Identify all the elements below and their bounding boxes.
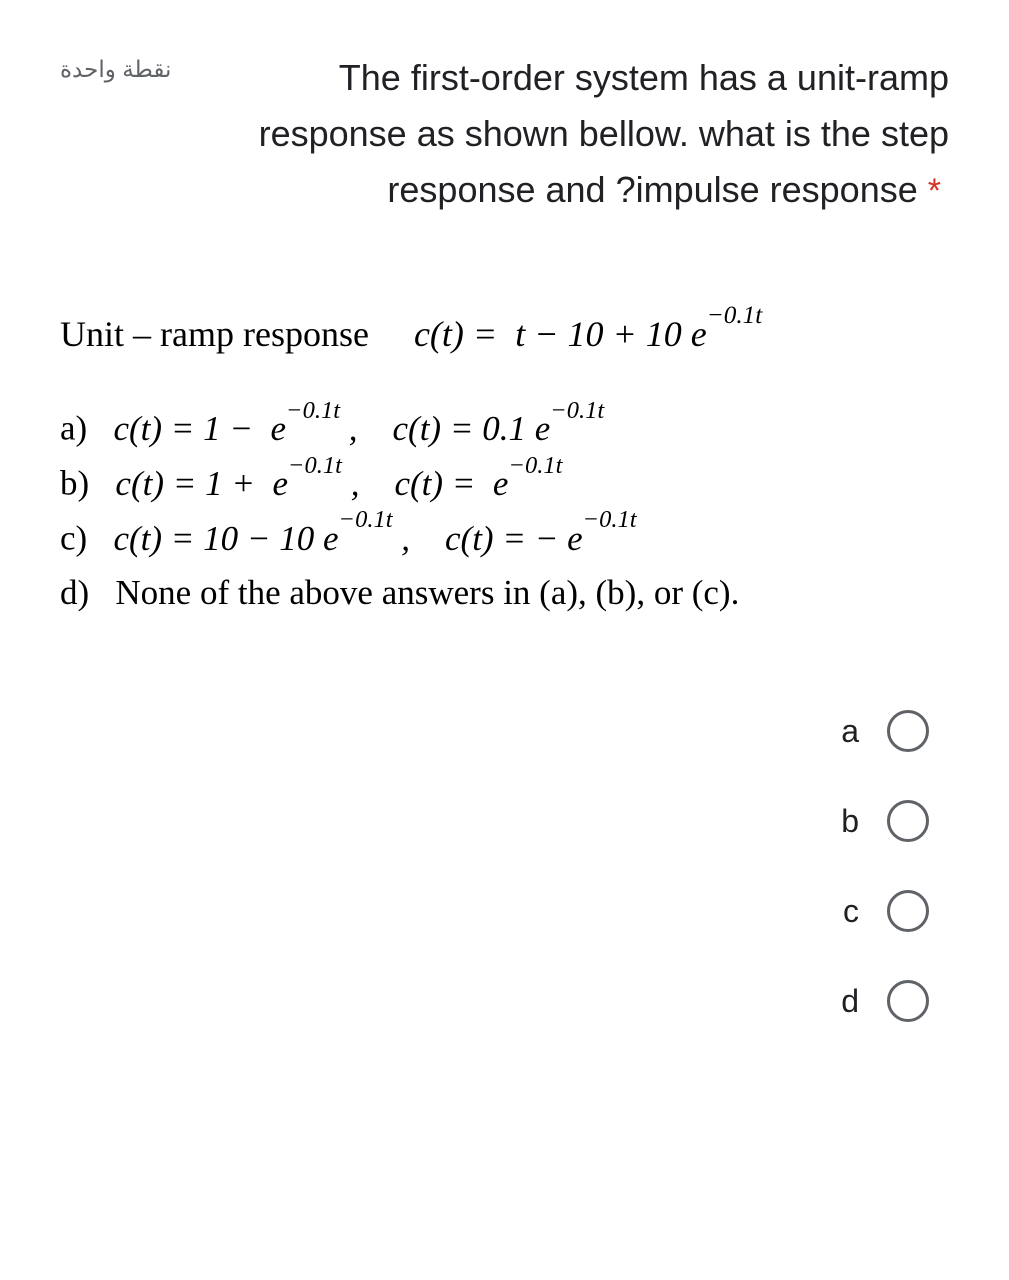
option-letter: d) <box>60 573 89 612</box>
radio-option-d[interactable]: d <box>841 980 929 1022</box>
option-letter: b) <box>60 464 89 503</box>
option-equation: c(t) = 1 + e−0.1t , c(t) = e−0.1t <box>115 464 562 503</box>
radio-circle-icon <box>887 890 929 932</box>
question-header: نقطة واحدة The first-order system has a … <box>60 50 949 217</box>
option-equation: c(t) = 1 − e−0.1t , c(t) = 0.1 e−0.1t <box>113 409 604 448</box>
option-equation: c(t) = 10 − 10 e−0.1t , c(t) = − e−0.1t <box>113 519 636 558</box>
radio-option-a[interactable]: a <box>841 710 929 752</box>
option-letter: c) <box>60 519 87 558</box>
question-body: The first-order system has a unit-ramp r… <box>259 57 949 210</box>
option-b-text: b) c(t) = 1 + e−0.1t , c(t) = e−0.1t <box>60 456 949 511</box>
option-c-text: c) c(t) = 10 − 10 e−0.1t , c(t) = − e−0.… <box>60 511 949 566</box>
radio-label: d <box>841 983 859 1020</box>
option-letter: a) <box>60 409 87 448</box>
answer-explanations: a) c(t) = 1 − e−0.1t , c(t) = 0.1 e−0.1t… <box>60 401 949 620</box>
ramp-label: Unit – ramp response <box>60 314 369 354</box>
required-star: * <box>928 172 941 210</box>
option-a-text: a) c(t) = 1 − e−0.1t , c(t) = 0.1 e−0.1t <box>60 401 949 456</box>
question-text-wrap: The first-order system has a unit-ramp r… <box>171 50 949 217</box>
radio-choice-group: a b c d <box>60 710 949 1022</box>
radio-option-c[interactable]: c <box>843 890 929 932</box>
points-label: نقطة واحدة <box>60 50 171 83</box>
ramp-equation: c(t) = t − 10 + 10 e−0.1t <box>414 314 762 354</box>
question-content: Unit – ramp response c(t) = t − 10 + 10 … <box>60 307 949 620</box>
radio-label: b <box>841 803 859 840</box>
radio-label: a <box>841 713 859 750</box>
radio-circle-icon <box>887 710 929 752</box>
option-equation: None of the above answers in (a), (b), o… <box>115 573 739 612</box>
option-d-text: d) None of the above answers in (a), (b)… <box>60 566 949 620</box>
radio-circle-icon <box>887 980 929 1022</box>
radio-option-b[interactable]: b <box>841 800 929 842</box>
question-text: The first-order system has a unit-ramp r… <box>189 50 949 217</box>
ramp-response-line: Unit – ramp response c(t) = t − 10 + 10 … <box>60 307 949 361</box>
radio-label: c <box>843 893 859 930</box>
radio-circle-icon <box>887 800 929 842</box>
